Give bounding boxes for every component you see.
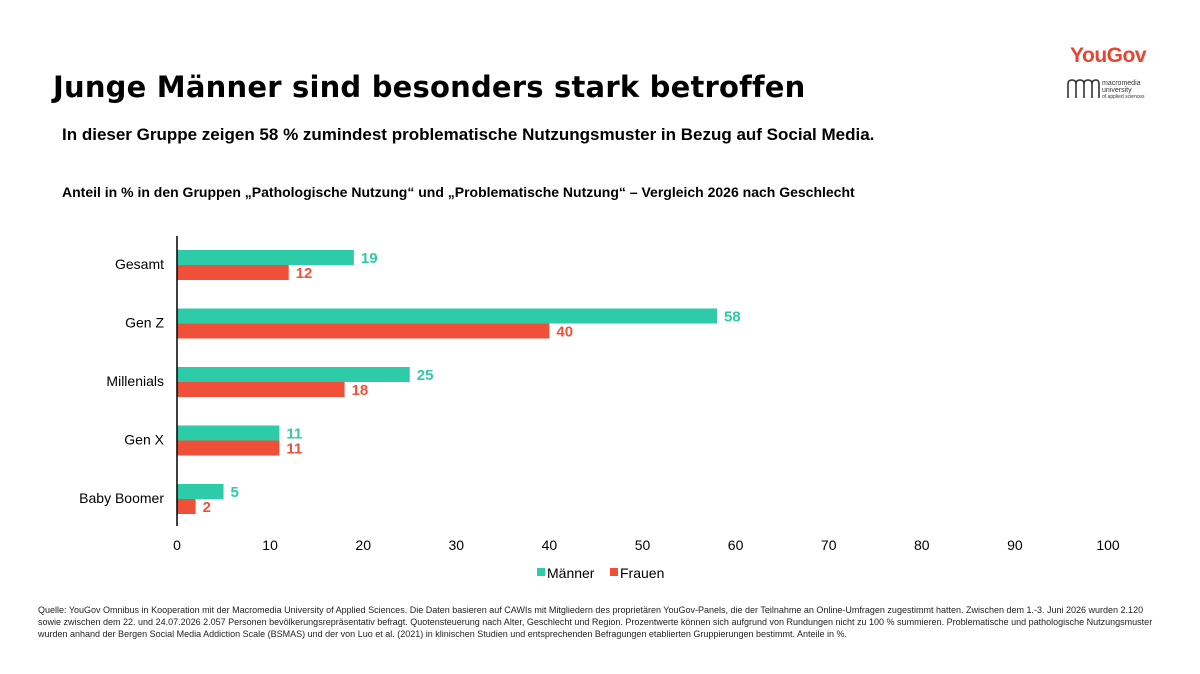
page-title: Junge Männer sind besonders stark betrof… xyxy=(53,70,806,104)
data-label: 2 xyxy=(203,499,211,516)
data-label: 5 xyxy=(231,484,239,501)
legend-label: Frauen xyxy=(620,565,664,581)
chart-title: Anteil in % in den Gruppen „Pathologisch… xyxy=(62,184,855,200)
x-tick-label: 10 xyxy=(262,537,278,553)
data-label: 12 xyxy=(296,265,313,282)
x-tick-label: 60 xyxy=(728,537,744,553)
legend-swatch xyxy=(537,568,545,576)
macromedia-line2: university xyxy=(1102,87,1132,94)
x-tick-label: 100 xyxy=(1096,537,1120,553)
yougov-logo: YouGov xyxy=(1070,44,1146,67)
bar-maenner xyxy=(177,308,717,324)
category-label: Gen X xyxy=(124,432,164,448)
data-label: 58 xyxy=(724,309,741,326)
bar-maenner xyxy=(177,425,280,441)
page-subtitle: In dieser Gruppe zeigen 58 % zumindest p… xyxy=(62,125,875,144)
macromedia-logo-icon xyxy=(1067,79,1100,98)
data-label: 18 xyxy=(352,382,369,399)
data-label: 19 xyxy=(361,250,378,267)
category-label: Gesamt xyxy=(115,256,164,272)
legend-label: Männer xyxy=(547,565,595,581)
bar-frauen xyxy=(177,440,280,456)
legend-swatch xyxy=(610,568,618,576)
x-tick-label: 80 xyxy=(914,537,930,553)
bar-frauen xyxy=(177,499,196,514)
x-tick-label: 40 xyxy=(542,537,558,553)
macromedia-line1: macromedia xyxy=(1102,80,1141,87)
macromedia-logo: macromedia university of applied science… xyxy=(1066,78,1156,104)
bar-frauen xyxy=(177,323,550,339)
source-note: Quelle: YouGov Omnibus in Kooperation mi… xyxy=(38,605,1153,639)
x-tick-label: 90 xyxy=(1007,537,1023,553)
x-tick-label: 0 xyxy=(173,537,181,553)
bar-maenner xyxy=(177,484,224,499)
data-label: 11 xyxy=(286,426,302,443)
bar-frauen xyxy=(177,265,289,280)
data-label: 40 xyxy=(556,324,573,341)
bar-maenner xyxy=(177,250,354,265)
x-tick-label: 30 xyxy=(449,537,465,553)
category-label: Millenials xyxy=(106,373,164,389)
x-tick-label: 50 xyxy=(635,537,651,553)
macromedia-line3: of applied sciences xyxy=(1102,94,1145,100)
x-tick-label: 70 xyxy=(821,537,837,553)
category-label: Gen Z xyxy=(125,315,164,331)
data-label: 11 xyxy=(286,441,302,458)
data-label: 25 xyxy=(417,367,434,384)
bar-maenner xyxy=(177,367,410,382)
category-label: Baby Boomer xyxy=(79,490,164,506)
bar-frauen xyxy=(177,382,345,397)
x-tick-label: 20 xyxy=(355,537,371,553)
